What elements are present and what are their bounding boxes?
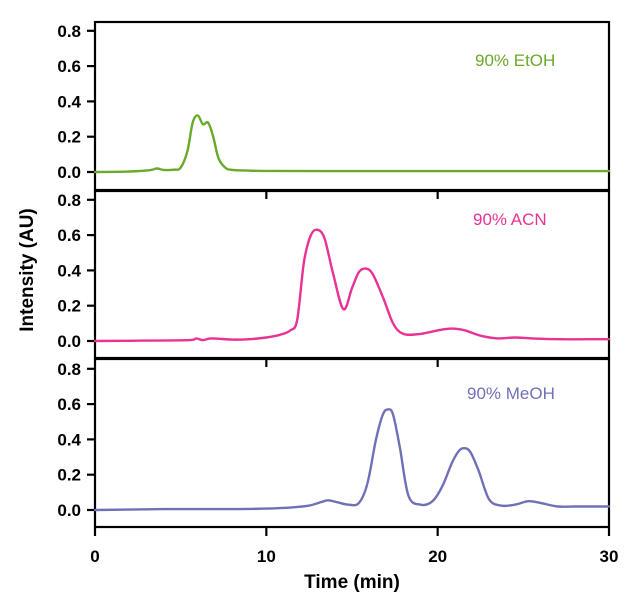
panel-90-meoh: 0.0 0.2 0.4 0.6 0.8 90% MeOH — [57, 357, 611, 529]
series-label: 90% MeOH — [467, 384, 555, 403]
y-tick-label: 0.0 — [57, 163, 81, 182]
panel-frame — [93, 20, 611, 192]
y-tick-label: 0.6 — [57, 57, 81, 76]
y-axis-title: Intensity (AU) — [17, 208, 38, 332]
y-tick-label: 0.4 — [57, 92, 81, 111]
x-tick-label: 0 — [90, 547, 99, 566]
series-label: 90% ACN — [473, 210, 547, 229]
y-tick-label: 0.0 — [57, 332, 81, 351]
x-tick-label: 20 — [428, 547, 447, 566]
y-tick-label: 0.8 — [57, 22, 81, 41]
panel-frame — [93, 357, 611, 529]
y-tick-label: 0.4 — [57, 261, 81, 280]
series-label: 90% EtOH — [475, 51, 555, 70]
trace-line — [93, 228, 611, 343]
panels-group: 0.0 0.2 0.4 0.6 0.8 90% EtOH 0.0 0.2 0.4 0.6 0.8 90… — [57, 20, 611, 529]
y-tick-label: 0.4 — [57, 430, 81, 449]
x-tick-label: 30 — [600, 547, 619, 566]
y-tick-label: 0.6 — [57, 395, 81, 414]
trace-line — [93, 408, 611, 512]
x-axis: 0 10 20 30 — [90, 527, 618, 566]
y-tick-label: 0.2 — [57, 466, 81, 485]
trace-line — [93, 114, 611, 174]
panel-90-acn: 0.0 0.2 0.4 0.6 0.8 90% ACN — [57, 189, 611, 360]
y-tick-label: 0.6 — [57, 226, 81, 245]
y-tick-label: 0.2 — [57, 297, 81, 316]
y-tick-label: 0.2 — [57, 128, 81, 147]
y-tick-label: 0.0 — [57, 501, 81, 520]
y-tick-label: 0.8 — [57, 360, 81, 379]
y-tick-label: 0.8 — [57, 191, 81, 210]
panel-90-etoh: 0.0 0.2 0.4 0.6 0.8 90% EtOH — [57, 20, 611, 192]
x-tick-label: 10 — [257, 547, 276, 566]
x-axis-title: Time (min) — [304, 572, 400, 593]
